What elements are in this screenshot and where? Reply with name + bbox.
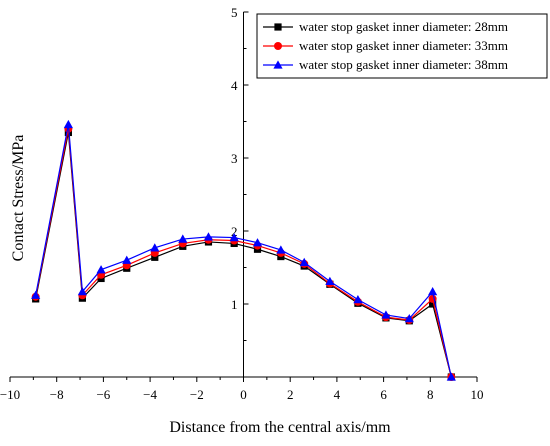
legend-box [256, 13, 548, 79]
data-point [299, 257, 309, 267]
x-tick-label: −6 [96, 387, 110, 402]
data-point [381, 310, 391, 319]
series-3 [31, 119, 456, 381]
y-tick-label: 3 [231, 151, 238, 166]
legend-label: water stop gasket inner diameter: 38mm [299, 57, 508, 72]
legend-marker [274, 23, 282, 31]
y-tick-label: 4 [231, 78, 238, 93]
y-tick-label: 1 [231, 297, 238, 312]
data-point [178, 234, 188, 243]
data-point [429, 300, 437, 308]
x-axis-title: Distance from the central axis/mm [169, 419, 391, 436]
legend-item: water stop gasket inner diameter: 28mm [263, 19, 508, 34]
data-point [63, 119, 73, 129]
data-point [151, 253, 159, 261]
legend-label: water stop gasket inner diameter: 28mm [299, 19, 508, 34]
x-tick-label: 6 [380, 387, 387, 402]
data-point [276, 245, 286, 254]
x-tick-label: −10 [0, 387, 20, 402]
legend-label: water stop gasket inner diameter: 33mm [299, 38, 508, 53]
data-point [252, 238, 263, 247]
data-point [150, 243, 160, 252]
data-point [31, 290, 41, 299]
legend-item: water stop gasket inner diameter: 33mm [263, 38, 508, 53]
data-point [122, 255, 132, 264]
x-tick-label: 10 [471, 387, 484, 402]
data-point [428, 286, 438, 296]
data-point [353, 295, 363, 304]
y-tick-label: 2 [231, 224, 238, 239]
data-point [325, 276, 335, 286]
legend: water stop gasket inner diameter: 28mm wa… [256, 13, 548, 79]
x-tick-label: −2 [190, 387, 204, 402]
legend-marker [274, 42, 282, 50]
x-tick-label: 4 [334, 387, 341, 402]
data-point [229, 232, 239, 242]
legend-item: water stop gasket inner diameter: 38mm [263, 57, 508, 72]
y-tick-label: 5 [231, 5, 238, 20]
data-point [404, 314, 414, 323]
data-point [96, 265, 106, 274]
data-point [446, 372, 456, 381]
series-layer [31, 119, 456, 381]
y-axis-title: Contact Stress/MPa [10, 135, 27, 262]
data-point [77, 286, 87, 296]
data-point [203, 232, 214, 241]
x-tick-label: 2 [287, 387, 294, 402]
x-tick-label: −4 [143, 387, 157, 402]
legend-marker [273, 60, 283, 69]
x-tick-label: 8 [427, 387, 434, 402]
x-tick-label: 0 [240, 387, 247, 402]
x-tick-label: −8 [50, 387, 64, 402]
